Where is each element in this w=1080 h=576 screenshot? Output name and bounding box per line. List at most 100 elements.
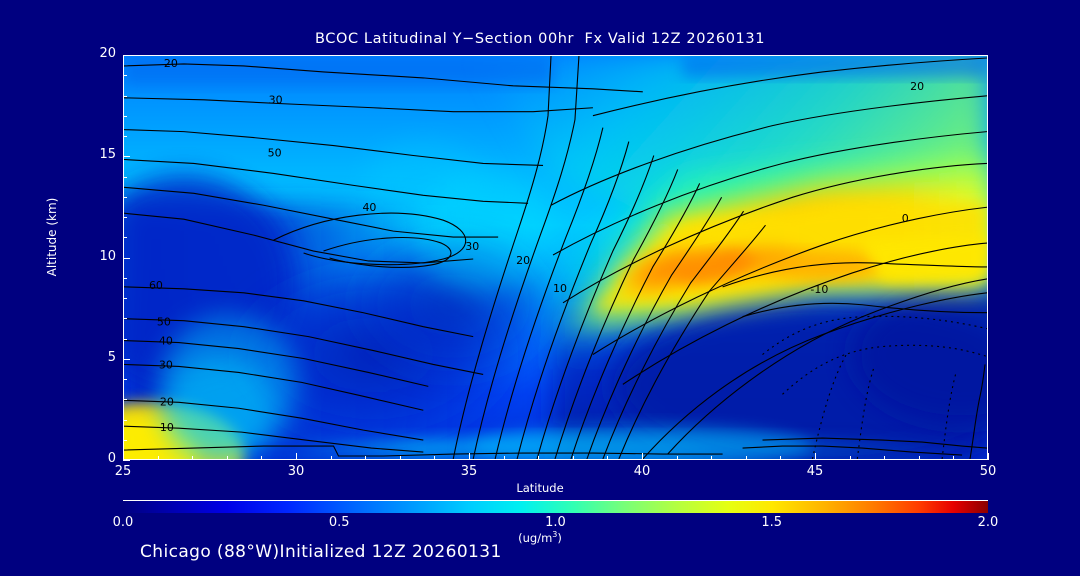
x-axis-tick (434, 456, 436, 460)
contour-label: 0 (902, 212, 909, 225)
contour-label: 50 (268, 147, 282, 160)
x-axis-tick-label: 25 (114, 464, 132, 479)
contour-label: 20 (910, 80, 924, 93)
x-axis-tick (988, 453, 989, 460)
y-axis-tick (123, 55, 130, 56)
colorbar-tick-label: 1.0 (545, 515, 566, 530)
svg-text:20: 20 (160, 395, 174, 408)
x-axis-tick (884, 456, 886, 460)
contour-label: 40 (362, 201, 376, 214)
svg-text:20: 20 (910, 80, 924, 93)
y-axis-tick (123, 257, 130, 259)
x-axis-tick (261, 456, 263, 460)
svg-text:40: 40 (362, 201, 376, 214)
svg-text:50: 50 (268, 147, 282, 160)
y-axis-tick (123, 136, 127, 137)
contour-label: 20 (516, 254, 530, 267)
y-axis-tick-label: 0 (107, 451, 116, 466)
x-axis-tick (607, 456, 609, 460)
y-axis-tick-label: 10 (99, 248, 116, 264)
contour-label: 60 (149, 279, 163, 292)
colorbar-gradient (123, 501, 988, 513)
y-axis-tick-label: 5 (107, 349, 116, 365)
contour-label: 40 (159, 335, 173, 348)
y-axis-tick (123, 298, 127, 299)
x-axis-tick (953, 456, 955, 460)
svg-text:10: 10 (160, 421, 174, 434)
svg-text:20: 20 (164, 57, 178, 70)
contour-label: 20 (160, 395, 174, 408)
y-axis-tick (123, 237, 127, 239)
y-axis-tick (123, 439, 127, 441)
y-axis-tick (123, 156, 130, 158)
y-axis-tick (123, 338, 127, 340)
colorbar-tick-label: 1.5 (761, 515, 783, 530)
colorbar-units: (ug/m3) (518, 530, 562, 545)
y-axis-tick (123, 75, 127, 77)
x-axis-tick-label: 50 (979, 464, 997, 479)
y-axis-tick (123, 217, 127, 218)
x-axis-tick (192, 456, 194, 460)
x-axis-tick (815, 453, 816, 460)
colorbar (123, 500, 988, 513)
y-axis-label: Altitude (km) (45, 197, 59, 277)
y-axis-tick (123, 176, 127, 178)
y-axis-tick (123, 399, 127, 401)
svg-text:30: 30 (269, 94, 283, 107)
x-axis-tick-label: 35 (460, 464, 478, 479)
y-axis-tick (123, 95, 127, 97)
colorbar-tick-label: 0.5 (328, 515, 350, 530)
svg-text:0: 0 (902, 212, 909, 225)
y-axis-tick (123, 115, 127, 117)
x-axis-tick (642, 453, 643, 460)
y-axis-tick (123, 358, 130, 360)
concentration-field (124, 56, 987, 459)
y-axis-tick-label: 20 (99, 46, 116, 61)
x-axis-tick (503, 456, 505, 460)
chart-title: BCOC Latitudinal Y−Section 00hr Fx Valid… (314, 31, 766, 47)
x-axis-tick (399, 456, 401, 460)
x-axis-tick (676, 456, 678, 460)
y-axis-tick (123, 460, 130, 461)
y-axis-tick (123, 318, 127, 320)
x-axis-tick (123, 453, 124, 460)
svg-text:10: 10 (553, 282, 567, 295)
x-axis-tick (469, 453, 470, 460)
contour-label: 10 (553, 282, 567, 295)
y-axis-tick (123, 379, 127, 380)
cross-section-plot: 20 30 50 40 30 20 10 60 50 40 30 20 10 20 0 -10 (123, 55, 988, 460)
svg-text:50: 50 (157, 316, 171, 329)
contour-label: 50 (157, 316, 171, 329)
y-axis-tick-label: 15 (99, 147, 116, 163)
svg-text:-10: -10 (810, 283, 828, 296)
contour-label: 30 (269, 94, 283, 107)
x-axis-tick (330, 456, 332, 460)
colorbar-tick-label: 2.0 (977, 515, 999, 530)
x-axis-tick (745, 456, 747, 460)
x-axis-tick (157, 456, 159, 460)
svg-text:40: 40 (159, 335, 173, 348)
x-axis-tick-label: 40 (633, 464, 651, 479)
contour-label: 30 (159, 358, 173, 371)
contour-label: 30 (465, 240, 479, 253)
contour-label: -10 (810, 283, 828, 296)
contour-label-layer: 20 30 50 40 30 20 10 60 50 40 30 20 10 20 0 -10 (149, 57, 924, 434)
x-axis-tick (538, 456, 540, 460)
contour-lines (124, 56, 987, 459)
svg-text:20: 20 (516, 254, 530, 267)
x-axis-tick (780, 456, 782, 460)
svg-text:30: 30 (465, 240, 479, 253)
x-axis-tick (572, 456, 574, 460)
x-axis-tick-label: 30 (287, 464, 305, 479)
y-axis-tick (123, 277, 127, 279)
x-axis-label: Latitude (516, 481, 564, 495)
y-axis-tick (123, 419, 127, 421)
contour-label: 10 (160, 421, 174, 434)
x-axis-tick (365, 456, 367, 460)
footer-caption: Chicago (88°W)Initialized 12Z 20260131 (140, 542, 502, 562)
x-axis-tick (918, 456, 920, 460)
svg-text:30: 30 (159, 358, 173, 371)
x-axis-tick (711, 456, 713, 460)
y-axis-tick (123, 196, 127, 198)
